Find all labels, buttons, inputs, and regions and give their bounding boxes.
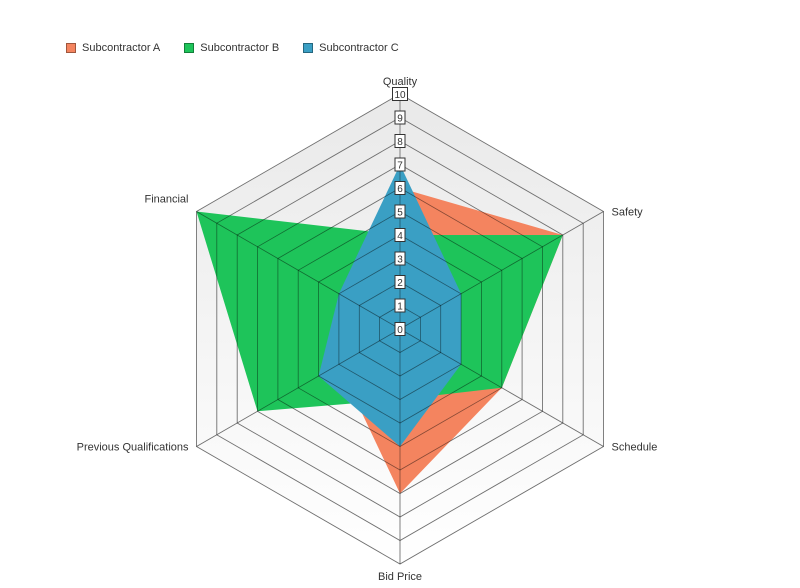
axis-label-bid-price: Bid Price: [378, 571, 422, 583]
legend-label-b: Subcontractor B: [200, 42, 280, 54]
legend-label-a: Subcontractor A: [82, 42, 161, 54]
legend-item-subcontractor-c[interactable]: Subcontractor C: [303, 42, 399, 54]
svg-text:5: 5: [397, 208, 403, 219]
tick-label: 7: [394, 157, 406, 172]
legend-item-subcontractor-b[interactable]: Subcontractor B: [184, 42, 279, 54]
tick-label: 6: [394, 181, 406, 195]
tick-label: 4: [394, 228, 406, 242]
axis-label-quality: Quality: [383, 76, 418, 88]
legend-item-subcontractor-a[interactable]: Subcontractor A: [66, 42, 160, 54]
grid-spoke-overlay: [196, 328, 401, 447]
tick-label: 9: [394, 110, 406, 125]
grid-ring-overlay: [277, 187, 523, 471]
svg-text:4: 4: [397, 231, 403, 242]
tick-label: 0: [394, 322, 406, 336]
svg-text:9: 9: [397, 114, 403, 125]
svg-text:6: 6: [397, 184, 403, 195]
legend-label-c: Subcontractor C: [319, 42, 399, 54]
grid-ring-overlay: [318, 234, 482, 424]
legend-swatch-b: [184, 43, 195, 53]
series-area: [318, 164, 462, 447]
svg-text:10: 10: [394, 90, 406, 101]
grid-ring-overlay: [216, 117, 584, 541]
tick-label: 10: [392, 87, 408, 101]
grid-ring-overlay: [338, 258, 462, 400]
tick-label: 8: [394, 134, 406, 148]
legend-swatch-a: [66, 43, 76, 53]
grid-ring-overlay: [196, 93, 604, 565]
legend: Subcontractor A Subcontractor B Subcontr…: [66, 42, 423, 54]
svg-text:2: 2: [397, 278, 403, 289]
axis-label-schedule: Schedule: [612, 442, 658, 454]
svg-text:7: 7: [397, 161, 403, 172]
grid-ring-overlay: [236, 140, 564, 518]
series-subcontractor-c[interactable]: [318, 164, 462, 447]
axis-label-safety: Safety: [612, 207, 644, 219]
svg-text:1: 1: [397, 302, 403, 313]
grid-ring-overlay: [358, 281, 442, 377]
grid-spoke-overlay: [399, 211, 604, 330]
grid-ring-overlay: [379, 305, 421, 353]
tick-label: 1: [394, 298, 406, 313]
grid-ring-overlay: [257, 164, 543, 494]
legend-swatch-c: [303, 43, 314, 53]
tick-label: 3: [394, 251, 406, 266]
grid-ring-overlay: [297, 211, 503, 447]
svg-text:0: 0: [397, 325, 403, 336]
axis-label-previous-qualifications: Previous Qualifications: [77, 442, 189, 454]
tick-label: 5: [394, 204, 406, 219]
svg-text:8: 8: [397, 137, 403, 148]
grid-spoke-overlay: [399, 328, 604, 447]
axis-label-financial: Financial: [144, 194, 188, 206]
grid-spoke-overlay: [196, 211, 401, 330]
tick-label: 2: [394, 275, 406, 289]
svg-text:3: 3: [397, 255, 403, 266]
